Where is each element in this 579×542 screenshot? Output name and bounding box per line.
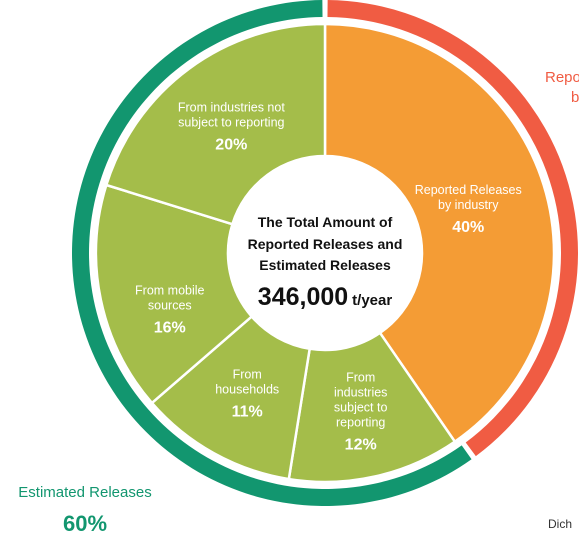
slice-value-3: 16% — [154, 319, 186, 336]
group-name-reported-line-1: Reported Releases — [545, 69, 579, 86]
slice-label-1-line-1: From — [346, 371, 375, 385]
center-disc — [228, 156, 422, 350]
slice-value-1: 12% — [345, 437, 377, 454]
slice-label-2-line-2: households — [215, 382, 279, 396]
slice-label-0-line-2: by industry — [438, 198, 499, 212]
total-value: 346,000 — [258, 283, 348, 311]
slice-label-4-line-2: subject to reporting — [178, 115, 284, 129]
footnote: Dich — [548, 517, 572, 531]
group-label-estimated: Estimated Releases 60% — [18, 484, 151, 536]
slice-label-2-line-1: From — [233, 367, 262, 381]
slice-value-0: 40% — [452, 219, 484, 236]
slice-label-4-line-1: From industries not — [178, 100, 286, 114]
group-label-reported: Reported Releases by industry — [545, 69, 579, 106]
slice-label-3-line-2: sources — [148, 298, 192, 312]
total-unit: t/year — [352, 292, 392, 309]
center-title-line-2: Reported Releases and — [248, 236, 403, 252]
slice-value-2: 11% — [232, 403, 263, 420]
slice-value-4: 20% — [215, 136, 247, 153]
center-total: 346,000 t/year — [258, 283, 393, 311]
center-title-line-3: Estimated Releases — [259, 257, 391, 273]
center-label: The Total Amount of Reported Releases an… — [248, 214, 403, 311]
slice-label-1-line-2: industries — [334, 386, 388, 400]
group-name-estimated: Estimated Releases — [18, 484, 151, 501]
pie-slice-0 — [323, 22, 556, 444]
center-title-line-1: The Total Amount of — [258, 214, 393, 230]
group-pct-estimated: 60% — [63, 511, 107, 536]
slice-label-1-line-3: subject to — [334, 401, 388, 415]
slices — [94, 22, 556, 484]
slice-label-1-line-4: reporting — [336, 416, 385, 430]
group-name-reported-line-2: by industry — [571, 89, 579, 106]
slice-label-3-line-1: From mobile — [135, 283, 205, 297]
slice-label-0-line-1: Reported Releases — [415, 183, 522, 197]
